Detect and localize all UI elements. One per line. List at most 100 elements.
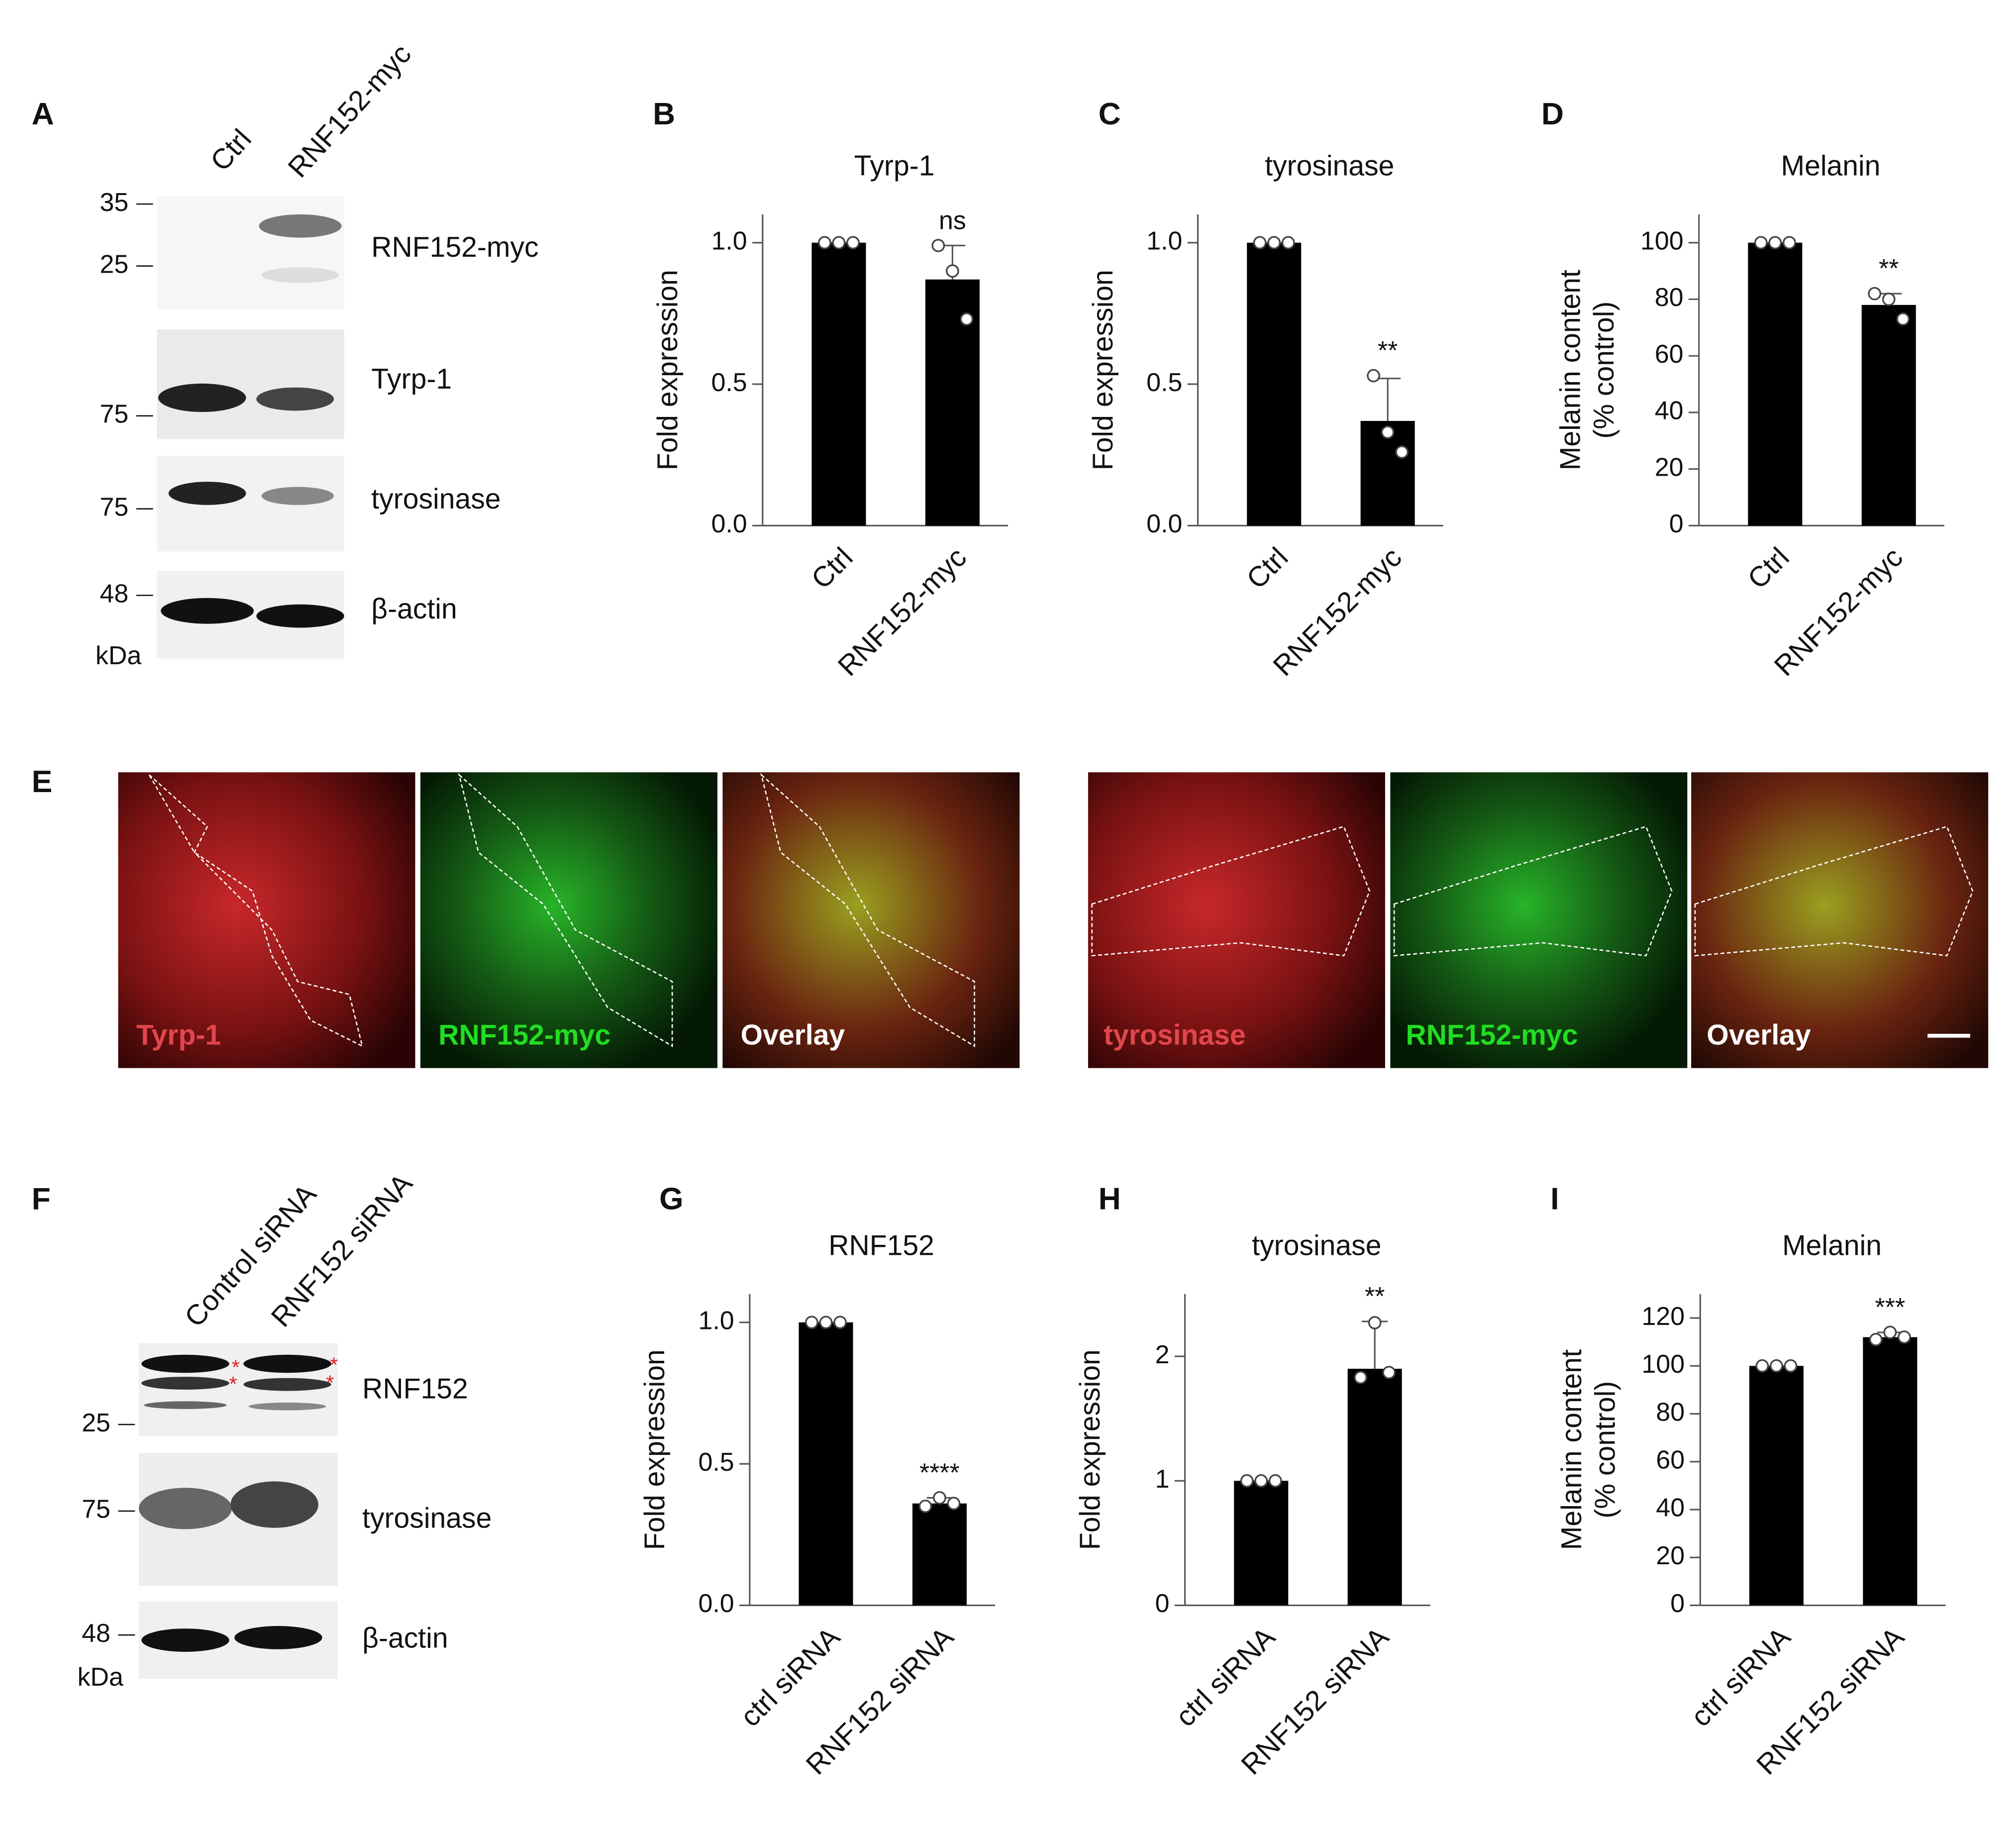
data-point <box>960 312 974 326</box>
data-point <box>1382 1366 1396 1379</box>
bar <box>799 1322 853 1606</box>
data-point <box>1868 287 1882 301</box>
y-tick-label: 60 <box>1656 1446 1685 1475</box>
asterisk: * <box>232 1355 240 1379</box>
significance: ns <box>939 206 966 235</box>
x-tick-label: Ctrl <box>806 541 859 595</box>
chart-title: Melanin <box>1781 150 1881 182</box>
y-tick-label: 80 <box>1656 1398 1685 1426</box>
y-tick-label: 1 <box>1155 1465 1170 1494</box>
blot-band <box>243 1354 331 1373</box>
data-point <box>1267 236 1281 250</box>
x-tick-label: ctrl siRNA <box>1685 1621 1797 1733</box>
blot-band <box>158 383 246 412</box>
x-tick-label: Ctrl <box>1240 541 1294 595</box>
data-point <box>1869 1332 1883 1346</box>
data-point <box>1268 1474 1282 1488</box>
blot-band <box>139 1488 232 1529</box>
y-tick-label: 40 <box>1656 1494 1685 1522</box>
data-point <box>931 239 945 252</box>
row-label: tyrosinase <box>371 483 501 515</box>
blot-band <box>168 482 246 505</box>
data-point <box>1354 1371 1368 1384</box>
chart: tyrosinase Fold expression 0 1 2 ctrl siRNA **… <box>1074 1230 1430 1781</box>
blot-strip <box>157 196 344 310</box>
bar <box>811 242 866 526</box>
bar <box>912 1503 967 1606</box>
y-axis-label: (% control) <box>1588 302 1620 439</box>
mw-marker: 75 <box>82 1495 110 1524</box>
y-tick-label: 0.5 <box>711 368 747 397</box>
y-axis-label: Melanin content <box>1554 270 1586 470</box>
y-axis-label: Fold expression <box>1074 1349 1106 1550</box>
y-tick-label: 0.0 <box>711 509 747 538</box>
chart-title: Tyrp-1 <box>854 150 935 182</box>
mw-marker: 25 <box>82 1409 110 1437</box>
bar <box>1863 1337 1917 1606</box>
bar <box>1347 1369 1402 1606</box>
x-tick-label: Ctrl <box>1741 541 1795 595</box>
y-tick-label: 100 <box>1642 1350 1685 1379</box>
bar <box>1861 304 1916 526</box>
chart-title: Melanin <box>1782 1230 1882 1262</box>
data-point <box>1253 236 1267 250</box>
significance: ** <box>1879 254 1899 283</box>
cell-outline <box>1393 825 1673 957</box>
blot-band <box>161 598 254 624</box>
y-tick-label: 1.0 <box>699 1307 734 1335</box>
data-point <box>1770 1359 1783 1373</box>
data-point <box>1254 1474 1268 1488</box>
panel-letter: I <box>1550 1182 1559 1216</box>
micro-image <box>1691 772 1989 1068</box>
data-point <box>1367 369 1380 383</box>
chart-title: tyrosinase <box>1252 1230 1381 1262</box>
panel-letter: H <box>1099 1182 1121 1216</box>
blot-band <box>234 1626 322 1649</box>
data-point <box>1883 1325 1897 1339</box>
y-tick-label: 0 <box>1669 509 1684 538</box>
mw-marker: 25 <box>100 250 129 279</box>
blot-band <box>248 1402 326 1411</box>
y-axis-label: (% control) <box>1590 1381 1621 1518</box>
mw-unit: kDa <box>96 641 141 670</box>
significance: ** <box>1365 1282 1385 1311</box>
data-point <box>805 1315 818 1329</box>
blot-band <box>256 387 334 411</box>
chart-title: tyrosinase <box>1265 150 1394 182</box>
bar <box>1234 1481 1289 1606</box>
mw-marker: 35 <box>100 188 129 217</box>
micro-image <box>420 772 717 1068</box>
row-label: RNF152-myc <box>371 231 538 263</box>
blot-band <box>141 1377 229 1390</box>
micro-label: RNF152-myc <box>1406 1019 1578 1051</box>
y-tick-label: 0 <box>1670 1589 1685 1618</box>
asterisk: * <box>326 1371 334 1395</box>
data-point <box>832 236 846 250</box>
y-tick-label: 1.0 <box>711 226 747 255</box>
chart: RNF152 Fold expression 0.0 0.5 1.0 ctrl siRNA… <box>639 1230 996 1781</box>
mw-marker: 75 <box>100 493 129 521</box>
lane-label: RNF152-myc <box>282 38 417 184</box>
panel-letter: F <box>32 1182 51 1216</box>
asterisk: * <box>330 1353 338 1376</box>
micro-label: RNF152-myc <box>438 1019 610 1051</box>
mw-marker: 48 <box>100 579 129 608</box>
y-tick-label: 0.0 <box>699 1589 734 1618</box>
blot-band <box>144 1401 227 1409</box>
micro-image <box>1088 772 1385 1068</box>
mw-unit: kDa <box>78 1663 123 1692</box>
chart: tyrosinase Fold expression 0.0 0.5 1.0 Ctrl **… <box>1087 150 1443 682</box>
row-label: tyrosinase <box>362 1502 492 1534</box>
blot-band <box>256 604 344 628</box>
micro-label: Overlay <box>741 1019 845 1051</box>
panel-letter: B <box>653 97 675 131</box>
data-point <box>946 264 959 278</box>
data-point <box>846 236 860 250</box>
blot-strip <box>157 329 344 439</box>
panel-letter: G <box>659 1182 683 1216</box>
bar <box>1247 242 1302 526</box>
y-tick-label: 20 <box>1656 1541 1685 1570</box>
blot: RNF152tyrosinaseβ-actin257548kDaControl … <box>78 1168 492 1692</box>
x-tick-label: ctrl siRNA <box>734 1621 846 1733</box>
chart-title: RNF152 <box>828 1230 934 1262</box>
